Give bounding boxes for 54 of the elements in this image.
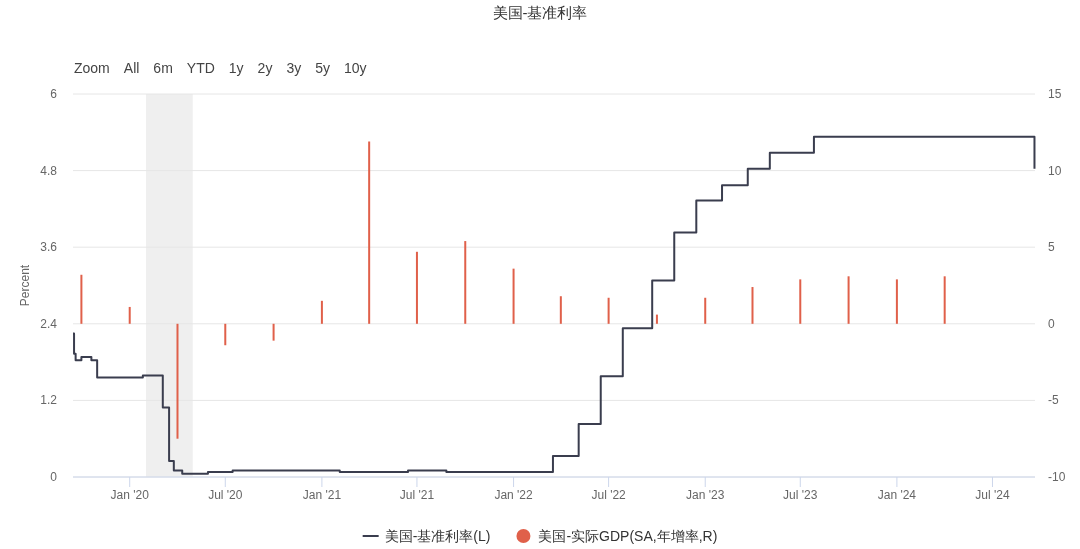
x-tick-label: Jul '22: [591, 488, 627, 502]
text: Zoom: [74, 60, 110, 76]
x-tick-label: Jul '24: [975, 488, 1010, 502]
y2-tick-label: 5: [1048, 240, 1055, 255]
text: 6m: [153, 60, 173, 76]
text: 2y: [257, 60, 273, 76]
text: YTD: [186, 60, 215, 76]
bar: [559, 296, 562, 324]
bar: [799, 279, 802, 324]
x-tick-label: Jan '24: [877, 488, 917, 502]
y2-tick-label: -5: [1048, 393, 1059, 408]
bar: [943, 276, 946, 324]
text: 3y: [286, 60, 302, 76]
y-axis-title: Percent: [18, 264, 32, 307]
y-tick-label: 4.8: [40, 163, 58, 178]
x-tick-label: Jul '21: [399, 488, 435, 502]
text: 1y: [228, 60, 244, 76]
x-tick-label: Jul '23: [783, 488, 818, 502]
x-tick-label: Jan '21: [302, 488, 342, 502]
text: All: [123, 60, 140, 76]
x-tick-label: Jan '23: [686, 488, 725, 502]
y2-tick-label: 0: [1048, 316, 1055, 331]
chart-title: 美国-基准利率: [492, 4, 588, 21]
bar: [80, 274, 83, 324]
text: 10y: [344, 60, 367, 76]
bar: [607, 297, 610, 324]
x-tick-label: Jan '22: [494, 488, 534, 502]
y-tick-label: 0: [50, 470, 58, 484]
text: 5y: [315, 60, 330, 76]
y2-tick-label: 10: [1048, 163, 1062, 178]
legend-label: 美国-实际GDP(SA,年增率,R): [538, 528, 718, 544]
y-tick-label: 3.6: [40, 240, 58, 255]
bar: [272, 323, 275, 341]
y-tick-label: 1.2: [40, 393, 58, 408]
legend-label: 美国-基准利率(L): [384, 528, 491, 544]
y-tick-label: 2.4: [40, 316, 58, 331]
bar: [655, 314, 658, 324]
bar: [512, 268, 515, 324]
bar: [176, 323, 179, 439]
bar: [704, 297, 707, 324]
bar: [224, 323, 227, 346]
bar: [751, 287, 754, 324]
x-tick-label: Jul '20: [208, 488, 243, 502]
bar: [847, 276, 850, 324]
x-tick-label: Jan '20: [110, 488, 150, 502]
y2-tick-label: -10: [1048, 470, 1066, 484]
bar: [128, 306, 131, 324]
y-tick-label: 6: [50, 87, 58, 101]
bar: [320, 300, 323, 324]
bar: [415, 251, 418, 324]
bar: [464, 241, 467, 324]
y2-tick-label: 15: [1048, 87, 1062, 101]
bar: [368, 141, 371, 324]
bar: [895, 279, 898, 324]
